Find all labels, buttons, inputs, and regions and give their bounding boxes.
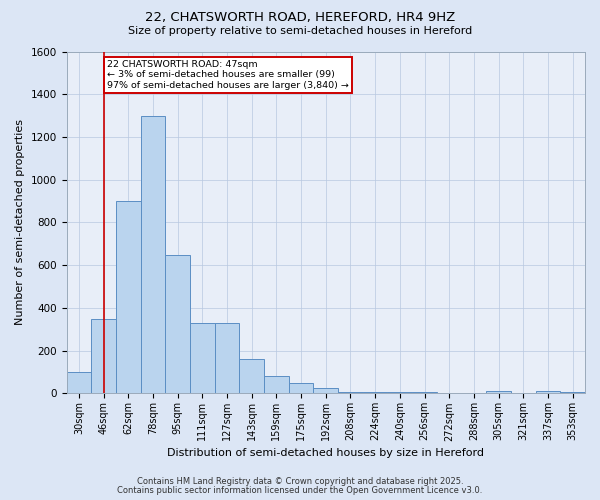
Text: Size of property relative to semi-detached houses in Hereford: Size of property relative to semi-detach… xyxy=(128,26,472,36)
Bar xyxy=(412,392,437,394)
Bar xyxy=(239,359,264,394)
Bar xyxy=(67,372,91,394)
Bar xyxy=(289,382,313,394)
Bar xyxy=(215,323,239,394)
Bar xyxy=(264,376,289,394)
X-axis label: Distribution of semi-detached houses by size in Hereford: Distribution of semi-detached houses by … xyxy=(167,448,484,458)
Bar xyxy=(388,392,412,394)
Bar xyxy=(140,116,165,394)
Text: 22, CHATSWORTH ROAD, HEREFORD, HR4 9HZ: 22, CHATSWORTH ROAD, HEREFORD, HR4 9HZ xyxy=(145,12,455,24)
Bar xyxy=(313,388,338,394)
Bar xyxy=(91,318,116,394)
Bar xyxy=(536,392,560,394)
Text: 22 CHATSWORTH ROAD: 47sqm
← 3% of semi-detached houses are smaller (99)
97% of s: 22 CHATSWORTH ROAD: 47sqm ← 3% of semi-d… xyxy=(107,60,349,90)
Text: Contains public sector information licensed under the Open Government Licence v3: Contains public sector information licen… xyxy=(118,486,482,495)
Bar xyxy=(560,392,585,394)
Y-axis label: Number of semi-detached properties: Number of semi-detached properties xyxy=(15,120,25,326)
Bar xyxy=(338,392,363,394)
Bar xyxy=(363,392,388,394)
Bar xyxy=(116,201,140,394)
Bar xyxy=(165,254,190,394)
Bar xyxy=(190,323,215,394)
Text: Contains HM Land Registry data © Crown copyright and database right 2025.: Contains HM Land Registry data © Crown c… xyxy=(137,477,463,486)
Bar xyxy=(486,392,511,394)
